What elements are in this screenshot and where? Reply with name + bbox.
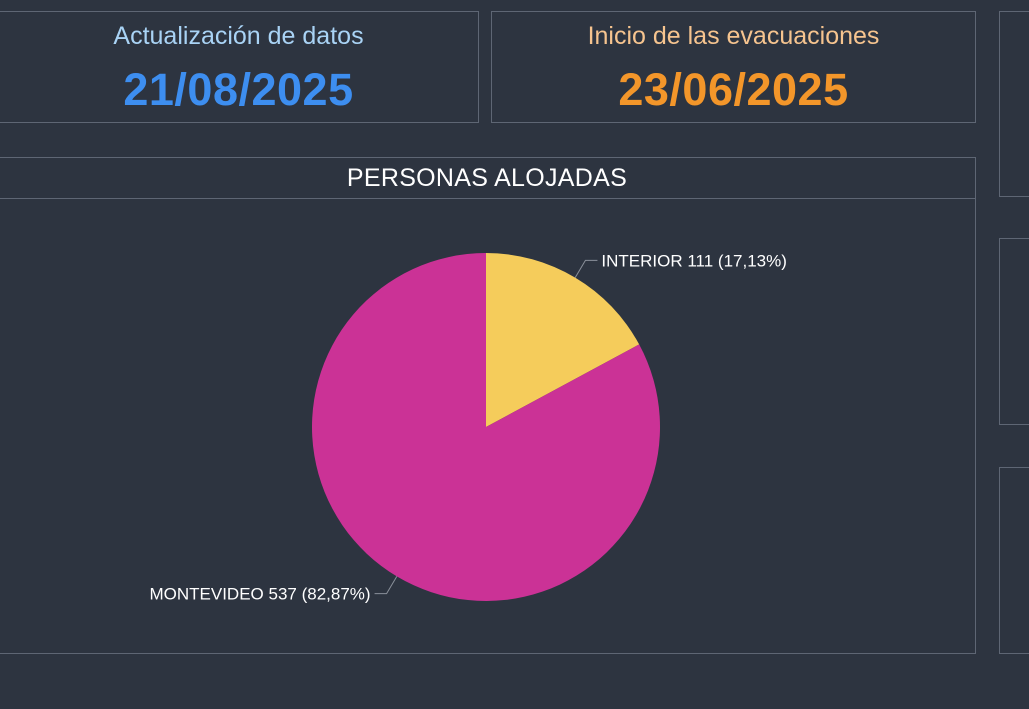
side-panel-middle — [999, 238, 1029, 425]
pie-slice-montevideo[interactable] — [312, 253, 660, 601]
side-panel-top — [999, 11, 1029, 197]
evacuation-start-card: Inicio de las evacuaciones 23/06/2025 — [491, 11, 976, 123]
chart-title: PERSONAS ALOJADAS — [0, 158, 975, 199]
pie-chart: INTERIOR 111 (17,13%) MONTEVIDEO 537 (82,… — [149, 251, 787, 604]
leader-line-montevideo — [374, 576, 398, 595]
side-panel-bottom — [999, 467, 1029, 654]
evacuation-start-value: 23/06/2025 — [618, 64, 849, 115]
evacuation-start-label: Inicio de las evacuaciones — [587, 22, 880, 50]
update-date-label: Actualización de datos — [113, 22, 364, 50]
data-label-interior: INTERIOR 111 (17,13%) — [601, 251, 787, 270]
chart-card: PERSONAS ALOJADAS INTERIOR 111 (17,13%) M… — [0, 157, 976, 654]
update-date-card: Actualización de datos 21/08/2025 — [0, 11, 479, 123]
pie-slice-interior[interactable] — [486, 253, 640, 427]
data-label-montevideo: MONTEVIDEO 537 (82,87%) — [149, 585, 370, 604]
leader-line-interior — [574, 259, 598, 278]
update-date-value: 21/08/2025 — [123, 64, 354, 115]
